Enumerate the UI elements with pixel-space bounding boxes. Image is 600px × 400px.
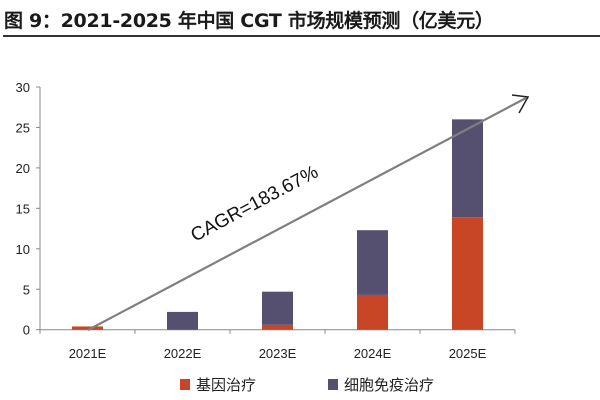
- legend-label-cell-immunotherapy: 细胞免疫治疗: [344, 376, 434, 394]
- legend-label-gene-therapy: 基因治疗: [196, 376, 256, 394]
- bar-gene-therapy-2024E: [357, 294, 388, 330]
- bar-gene-therapy-2025E: [452, 217, 483, 330]
- y-tick-label: 30: [16, 80, 30, 95]
- x-tick-label: 2023E: [259, 346, 297, 361]
- bar-gene-therapy-2023E: [262, 324, 293, 330]
- cagr-annotation: CAGR=183.67%: [187, 162, 321, 247]
- y-tick-label: 5: [23, 282, 30, 297]
- chart-title: 图 9：2021-2025 年中国 CGT 市场规模预测（亿美元）: [4, 10, 494, 32]
- cagr-arrow-line: [87, 97, 527, 331]
- bar-cell-immunotherapy-2022E: [167, 311, 198, 330]
- bar-cell-immunotherapy-2024E: [357, 230, 388, 295]
- legend-swatch-gene-therapy: [180, 379, 190, 390]
- y-tick-label: 0: [23, 323, 30, 338]
- bar-cell-immunotherapy-2023E: [262, 291, 293, 325]
- y-tick-label: 20: [16, 161, 30, 176]
- x-tick-label: 2022E: [164, 346, 202, 361]
- arrow-head-icon: [511, 94, 530, 114]
- y-tick-label: 15: [16, 201, 30, 216]
- x-tick-label: 2024E: [354, 346, 392, 361]
- legend-swatch-cell-immunotherapy: [328, 379, 338, 390]
- x-tick-label: 2025E: [449, 346, 487, 361]
- title-divider: [3, 35, 600, 37]
- x-tick-label: 2021E: [69, 346, 107, 361]
- y-tick-label: 10: [16, 242, 30, 257]
- y-tick-label: 25: [16, 120, 30, 135]
- bar-gene-therapy-2021E: [72, 326, 103, 330]
